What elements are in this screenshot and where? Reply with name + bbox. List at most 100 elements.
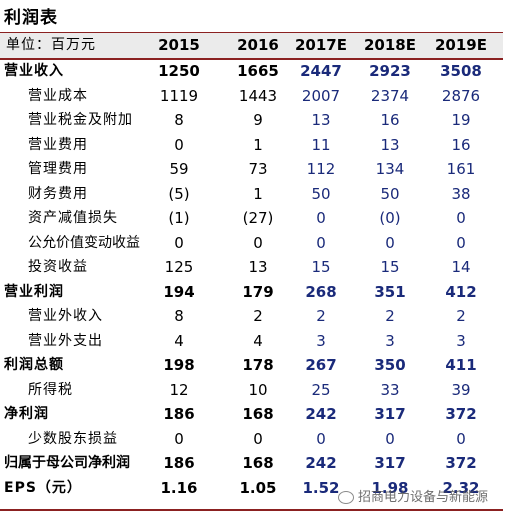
cell-value: 16 xyxy=(380,111,400,129)
cell-value: 0 xyxy=(174,233,184,252)
cell-value: 2 xyxy=(316,307,326,325)
wechat-icon xyxy=(338,491,354,504)
bottom-rule xyxy=(0,509,503,511)
row-label: 所得税 xyxy=(28,381,73,398)
cell-value: 0 xyxy=(174,135,184,154)
cell-value: 59 xyxy=(169,160,189,178)
row-label: 净利润 xyxy=(4,406,49,422)
year-header-2015: 2015 xyxy=(158,36,200,54)
table-row: 投资收益 125 13 15 15 14 xyxy=(0,255,503,280)
cell-value: (27) xyxy=(242,209,274,227)
cell-value: 73 xyxy=(248,160,268,178)
cell-value: 372 xyxy=(445,454,477,472)
cell-value: 112 xyxy=(306,160,336,178)
cell-value: 1.98 xyxy=(371,478,409,497)
cell-value: 2.32 xyxy=(442,478,480,497)
cell-value: 39 xyxy=(451,380,471,399)
cell-value: 3 xyxy=(456,331,466,350)
cell-value: 16 xyxy=(451,135,471,154)
cell-value: 1119 xyxy=(159,86,199,105)
cell-value: 267 xyxy=(305,356,337,374)
cell-value: 242 xyxy=(305,454,337,472)
cell-value: 168 xyxy=(242,454,274,472)
cell-value: 25 xyxy=(311,380,331,399)
cell-value: 178 xyxy=(242,356,274,374)
cell-value: 2876 xyxy=(441,86,481,105)
cell-value: 1.52 xyxy=(302,478,340,497)
table-row: 营业成本 1119 1443 2007 2374 2876 xyxy=(0,84,503,109)
cell-value: 4 xyxy=(253,331,263,350)
row-label: 营业外收入 xyxy=(28,308,103,324)
cell-value: 2374 xyxy=(370,86,410,105)
cell-value: 10 xyxy=(248,380,268,399)
table-row: 财务费用 (5) 1 50 50 38 xyxy=(0,182,503,207)
table-row: 资产减值损失 (1) (27) 0 (0) 0 xyxy=(0,206,503,231)
cell-value: 50 xyxy=(380,184,400,203)
table-header: 单位：百万元 2015 2016 2017E 2018E 2019E xyxy=(0,32,503,60)
cell-value: 0 xyxy=(456,233,466,252)
cell-value: 2923 xyxy=(369,62,411,80)
cell-value: 3 xyxy=(385,331,395,350)
row-label: 营业利润 xyxy=(4,283,64,300)
cell-value: 0 xyxy=(385,429,395,448)
cell-value: 13 xyxy=(311,111,331,129)
row-label: 少数股东损益 xyxy=(28,430,118,447)
cell-value: 350 xyxy=(374,356,406,374)
cell-value: 13 xyxy=(248,258,268,276)
cell-value: 411 xyxy=(445,356,477,374)
cell-value: 19 xyxy=(451,111,471,129)
row-label: 公允价值变动收益 xyxy=(28,234,140,251)
cell-value: 13 xyxy=(380,135,400,154)
cell-value: 2 xyxy=(253,307,263,325)
cell-value: 8 xyxy=(174,307,184,325)
cell-value: 33 xyxy=(380,380,400,399)
cell-value: 0 xyxy=(316,209,326,227)
cell-value: 0 xyxy=(316,429,326,448)
cell-value: 4 xyxy=(174,331,184,350)
cell-value: 2 xyxy=(385,307,395,325)
table-row: 净利润 186 168 242 317 372 xyxy=(0,402,503,427)
table-row: 少数股东损益 0 0 0 0 0 xyxy=(0,427,503,452)
table-row: 营业外支出 4 4 3 3 3 xyxy=(0,329,503,354)
cell-value: 2007 xyxy=(301,86,341,105)
cell-value: 351 xyxy=(374,282,406,301)
row-label: 营业费用 xyxy=(28,136,88,153)
watermark: 招商电力设备与新能源 xyxy=(338,486,488,505)
table-row: 公允价值变动收益 0 0 0 0 0 xyxy=(0,231,503,256)
cell-value: (5) xyxy=(168,184,190,203)
cell-value: 1.05 xyxy=(239,478,277,497)
year-header-2019e: 2019E xyxy=(435,36,487,54)
cell-value: 1443 xyxy=(238,86,278,105)
year-header-2018e: 2018E xyxy=(364,36,416,54)
cell-value: 242 xyxy=(305,405,337,423)
cell-value: 1 xyxy=(253,184,263,203)
row-label: 资产减值损失 xyxy=(28,210,118,226)
cell-value: 0 xyxy=(253,233,263,252)
year-header-2017e: 2017E xyxy=(295,36,347,54)
cell-value: 317 xyxy=(374,405,406,423)
table-row: 所得税 12 10 25 33 39 xyxy=(0,378,503,403)
cell-value: (0) xyxy=(379,209,401,227)
unit-label: 单位：百万元 xyxy=(6,37,96,53)
table-title: 利润表 xyxy=(4,8,58,28)
table-row: 营业收入 1250 1665 2447 2923 3508 xyxy=(0,59,503,84)
row-label: EPS（元） xyxy=(4,479,82,496)
cell-value: 161 xyxy=(446,160,476,178)
row-label: 营业收入 xyxy=(4,63,64,79)
cell-value: 186 xyxy=(163,405,195,423)
watermark-text: 招商电力设备与新能源 xyxy=(358,490,489,505)
cell-value: 3508 xyxy=(440,62,482,80)
cell-value: 8 xyxy=(174,111,184,129)
cell-value: 125 xyxy=(164,258,194,276)
cell-value: 38 xyxy=(451,184,471,203)
cell-value: 15 xyxy=(311,258,331,276)
cell-value: 198 xyxy=(163,356,195,374)
cell-value: 3 xyxy=(316,331,326,350)
cell-value: 317 xyxy=(374,454,406,472)
cell-value: 2447 xyxy=(300,62,342,80)
cell-value: 2 xyxy=(456,307,466,325)
cell-value: 9 xyxy=(253,111,263,129)
table-row: 利润总额 198 178 267 350 411 xyxy=(0,353,503,378)
row-label: 利润总额 xyxy=(4,357,64,373)
row-label: 营业税金及附加 xyxy=(28,112,133,128)
